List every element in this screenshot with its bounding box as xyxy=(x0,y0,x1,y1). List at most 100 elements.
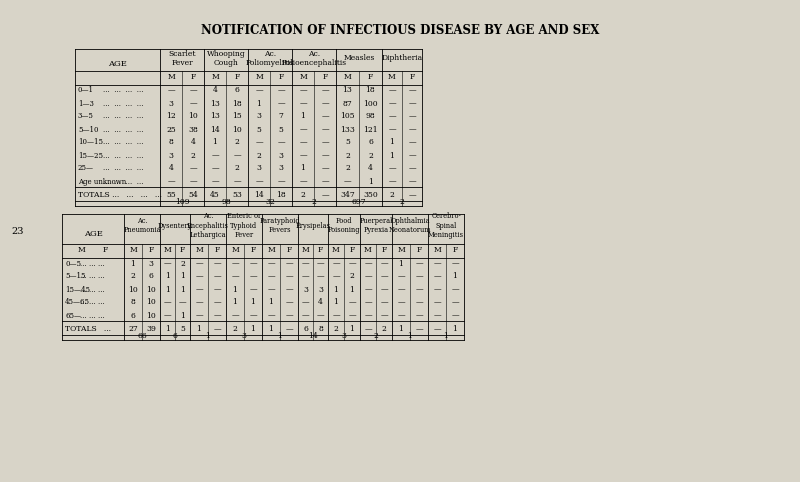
Text: M: M xyxy=(433,246,441,254)
Text: —: — xyxy=(408,164,416,173)
Text: F: F xyxy=(148,246,154,254)
Text: —: — xyxy=(321,177,329,186)
Text: —: — xyxy=(167,177,175,186)
Text: —: — xyxy=(277,177,285,186)
Text: —: — xyxy=(408,125,416,134)
Text: —: — xyxy=(299,151,307,160)
Text: —: — xyxy=(285,259,293,268)
Text: 1: 1 xyxy=(278,332,282,340)
Text: —: — xyxy=(397,311,405,320)
Text: M: M xyxy=(211,73,219,81)
Text: 65—: 65— xyxy=(65,311,81,320)
Text: 3: 3 xyxy=(257,112,262,120)
Text: —: — xyxy=(178,298,186,307)
Text: —: — xyxy=(344,177,351,186)
Text: Ophthalmia
Neonatorum: Ophthalmia Neonatorum xyxy=(389,217,431,234)
Text: —: — xyxy=(321,138,329,147)
Text: Ac.
Polioencephalitis: Ac. Polioencephalitis xyxy=(282,50,346,67)
Text: 98: 98 xyxy=(221,198,231,206)
Text: 10: 10 xyxy=(188,112,198,120)
Text: M: M xyxy=(255,73,263,81)
Text: 1: 1 xyxy=(180,272,185,281)
Text: —: — xyxy=(277,86,285,94)
Text: 1: 1 xyxy=(165,272,170,281)
Text: —: — xyxy=(299,125,307,134)
Text: —: — xyxy=(317,311,324,320)
Text: —: — xyxy=(388,86,396,94)
Text: 4: 4 xyxy=(318,298,323,307)
Text: —: — xyxy=(408,151,416,160)
Text: 3: 3 xyxy=(257,164,262,173)
Text: 54: 54 xyxy=(188,191,198,199)
Text: 2: 2 xyxy=(311,198,317,206)
Text: 2: 2 xyxy=(257,151,262,160)
Text: —: — xyxy=(231,259,239,268)
Text: —: — xyxy=(408,177,416,186)
Text: NOTIFICATION OF INFECTIOUS DISEASE BY AGE AND SEX: NOTIFICATION OF INFECTIOUS DISEASE BY AG… xyxy=(201,24,599,37)
Text: —: — xyxy=(189,164,197,173)
Text: 1: 1 xyxy=(334,285,338,294)
Text: —: — xyxy=(231,311,239,320)
Text: —: — xyxy=(408,112,416,120)
Text: 3: 3 xyxy=(318,285,323,294)
Text: —: — xyxy=(249,259,257,268)
Text: ...  ...  ...  ...: ... ... ... ... xyxy=(103,86,143,94)
Text: 18: 18 xyxy=(366,86,375,94)
Text: 1: 1 xyxy=(453,325,458,333)
Text: ...  ...  ...  ...: ... ... ... ... xyxy=(103,138,143,147)
Text: Food
Poisoning: Food Poisoning xyxy=(328,217,360,234)
Text: 3: 3 xyxy=(149,259,154,268)
Text: 12: 12 xyxy=(166,112,176,120)
Text: —: — xyxy=(195,272,203,281)
Text: —: — xyxy=(332,272,340,281)
Text: 2: 2 xyxy=(345,164,350,173)
Text: 5: 5 xyxy=(345,138,350,147)
Text: F: F xyxy=(234,73,240,81)
Text: —: — xyxy=(249,285,257,294)
Text: 1: 1 xyxy=(180,285,185,294)
Text: 10: 10 xyxy=(232,125,242,134)
Text: —: — xyxy=(408,191,416,199)
Text: 3: 3 xyxy=(342,332,346,340)
Text: 1: 1 xyxy=(398,325,403,333)
Text: —: — xyxy=(380,298,388,307)
Text: —: — xyxy=(348,259,356,268)
Text: —: — xyxy=(364,272,372,281)
Text: 1: 1 xyxy=(165,325,170,333)
Text: ...  ...  ...  ...: ... ... ... ... xyxy=(103,99,143,107)
Text: —: — xyxy=(415,325,423,333)
Text: Dysentery: Dysentery xyxy=(158,222,192,229)
Text: Ac.
Encephalitis
Lethargica: Ac. Encephalitis Lethargica xyxy=(187,212,229,239)
Text: 1: 1 xyxy=(269,325,274,333)
Text: ...  ...  ...  ...: ... ... ... ... xyxy=(103,112,143,120)
Text: 39: 39 xyxy=(146,325,156,333)
Text: M: M xyxy=(299,73,307,81)
Text: —: — xyxy=(388,99,396,107)
Text: —: — xyxy=(267,272,275,281)
Text: —: — xyxy=(213,325,221,333)
Text: —: — xyxy=(213,298,221,307)
Text: 1: 1 xyxy=(206,332,210,340)
Text: 1: 1 xyxy=(250,298,255,307)
Text: F: F xyxy=(180,246,185,254)
Text: —: — xyxy=(451,285,459,294)
Text: 1: 1 xyxy=(257,99,262,107)
Text: 98: 98 xyxy=(366,112,375,120)
Text: —: — xyxy=(195,298,203,307)
Text: 15—25: 15—25 xyxy=(78,151,103,160)
Text: 13: 13 xyxy=(210,112,220,120)
Text: 1: 1 xyxy=(334,298,338,307)
Text: —: — xyxy=(299,177,307,186)
Text: M: M xyxy=(195,246,203,254)
Text: 14: 14 xyxy=(210,125,220,134)
Text: M: M xyxy=(129,246,137,254)
Text: 3—5: 3—5 xyxy=(78,112,94,120)
Text: —: — xyxy=(415,298,423,307)
Text: —: — xyxy=(380,285,388,294)
Text: —: — xyxy=(213,259,221,268)
Text: 1: 1 xyxy=(398,259,403,268)
Text: —: — xyxy=(321,99,329,107)
Text: F: F xyxy=(368,73,373,81)
Text: —: — xyxy=(364,259,372,268)
Text: 2: 2 xyxy=(350,272,354,281)
